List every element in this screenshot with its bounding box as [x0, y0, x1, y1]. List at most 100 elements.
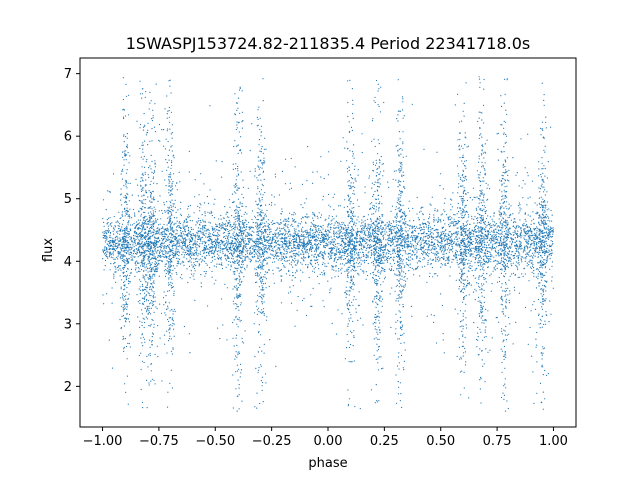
data-point [316, 246, 318, 248]
data-point [314, 238, 316, 240]
data-point [312, 246, 314, 248]
data-point [119, 243, 121, 245]
data-point [274, 222, 276, 224]
data-point [520, 231, 522, 233]
data-point [551, 249, 553, 252]
data-point [203, 246, 205, 248]
data-point [379, 246, 381, 248]
data-point [352, 233, 354, 235]
data-point [539, 232, 541, 234]
data-point [308, 240, 310, 242]
data-point [390, 268, 393, 270]
data-point [130, 256, 132, 258]
data-point [405, 221, 407, 223]
data-point [431, 241, 433, 243]
data-point [423, 236, 425, 238]
data-point [428, 245, 430, 247]
data-point [172, 236, 175, 238]
data-point [183, 220, 185, 222]
data-point [284, 220, 286, 222]
data-point [244, 256, 246, 258]
data-point [450, 241, 452, 243]
data-point [335, 264, 337, 267]
data-point [382, 235, 384, 237]
data-point [502, 260, 504, 262]
data-point [371, 213, 373, 215]
data-point [552, 230, 554, 232]
data-point [486, 241, 488, 243]
data-point [162, 243, 164, 245]
data-point [501, 195, 503, 198]
data-point [385, 244, 388, 246]
data-point [161, 250, 163, 252]
data-point [343, 232, 345, 234]
data-point [236, 255, 238, 257]
data-point [470, 250, 472, 252]
data-point [525, 240, 527, 242]
data-point [302, 253, 304, 255]
data-point [449, 266, 451, 268]
data-point [442, 245, 444, 247]
data-point [237, 220, 239, 222]
data-point [540, 216, 542, 218]
data-point [404, 224, 406, 226]
data-point [411, 227, 413, 229]
data-point [176, 233, 178, 235]
data-point [276, 229, 278, 231]
data-point [451, 251, 453, 253]
data-point [285, 250, 287, 252]
data-point [198, 235, 200, 237]
data-point [367, 252, 369, 254]
data-point [440, 262, 442, 265]
data-point [490, 254, 492, 256]
data-point [158, 230, 160, 232]
data-point [417, 233, 419, 235]
data-point [281, 245, 283, 247]
data-point [271, 238, 273, 240]
data-point [102, 217, 104, 220]
data-point [102, 231, 104, 233]
data-point [396, 248, 398, 250]
data-point [191, 241, 193, 243]
data-point [299, 244, 301, 246]
data-point [217, 232, 219, 234]
data-point [244, 246, 247, 248]
data-point [281, 210, 283, 213]
data-point [539, 264, 542, 266]
data-point [427, 261, 429, 264]
data-point [451, 217, 453, 219]
data-point [422, 250, 424, 253]
data-point [353, 221, 355, 223]
data-point [141, 223, 143, 225]
data-point [472, 231, 475, 233]
data-point [423, 239, 425, 241]
data-point [462, 223, 464, 225]
data-point [245, 245, 247, 247]
data-point [413, 269, 415, 271]
data-point [244, 245, 246, 247]
data-point [170, 242, 172, 244]
data-point [163, 232, 166, 234]
data-point [481, 251, 483, 253]
data-point [386, 225, 388, 227]
data-point [275, 240, 277, 242]
data-point [266, 239, 268, 241]
data-point [429, 233, 431, 236]
data-point [526, 242, 528, 244]
data-point [404, 247, 406, 249]
data-point [363, 246, 365, 248]
data-point [459, 242, 461, 244]
data-point [362, 247, 365, 249]
data-point [356, 248, 358, 250]
data-point [218, 255, 220, 257]
data-point [147, 263, 149, 265]
data-point [530, 255, 532, 257]
data-point [215, 229, 217, 231]
data-point [404, 230, 406, 232]
data-point [249, 246, 252, 248]
data-point [117, 242, 119, 244]
data-point [163, 253, 165, 256]
data-point [409, 256, 412, 258]
data-point [158, 210, 160, 212]
data-point [493, 229, 495, 231]
